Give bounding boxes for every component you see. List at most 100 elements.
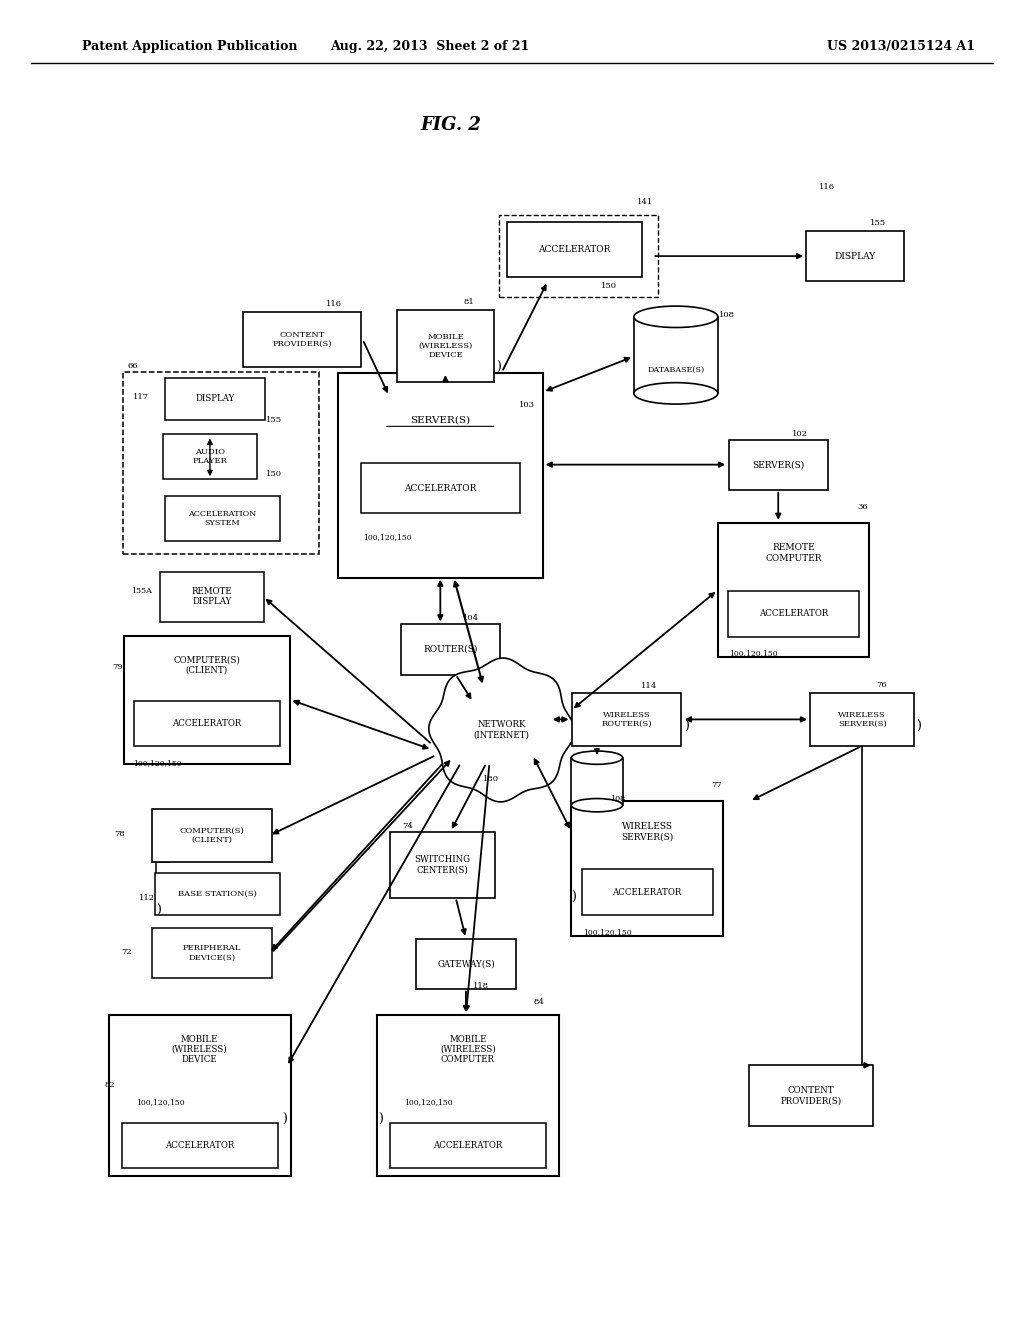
Text: ACCELERATOR: ACCELERATOR [404,484,476,492]
Text: 150: 150 [601,282,617,290]
Text: MOBILE
(WIRELESS)
DEVICE: MOBILE (WIRELESS) DEVICE [172,1035,227,1064]
Text: ): ) [283,1113,287,1126]
Ellipse shape [634,306,718,327]
Text: 155: 155 [870,219,887,227]
Text: ROUTER(S): ROUTER(S) [423,645,478,653]
Text: ACCELERATION
SYSTEM: ACCELERATION SYSTEM [188,510,256,528]
Text: Aug. 22, 2013  Sheet 2 of 21: Aug. 22, 2013 Sheet 2 of 21 [331,40,529,53]
Text: 141: 141 [637,198,653,206]
FancyBboxPatch shape [499,215,657,297]
FancyBboxPatch shape [377,1015,559,1176]
Text: 72: 72 [121,948,131,956]
Text: 100,120,150: 100,120,150 [136,1098,184,1106]
FancyBboxPatch shape [134,701,280,746]
Text: 66: 66 [128,362,138,370]
FancyBboxPatch shape [163,434,257,479]
Text: BASE STATION(S): BASE STATION(S) [177,890,257,898]
FancyBboxPatch shape [165,378,264,420]
Text: SERVER(S): SERVER(S) [411,416,470,424]
Text: 155: 155 [266,416,283,424]
FancyBboxPatch shape [416,939,516,989]
Text: ): ) [916,719,921,733]
Text: 116: 116 [326,300,342,308]
FancyBboxPatch shape [571,758,623,805]
Polygon shape [429,659,574,801]
Text: DATABASE(S): DATABASE(S) [647,366,705,374]
FancyBboxPatch shape [582,869,713,916]
Text: ACCELERATOR: ACCELERATOR [172,719,242,727]
FancyBboxPatch shape [728,590,859,636]
Text: 82: 82 [104,1081,115,1089]
Text: ACCELERATOR: ACCELERATOR [433,1142,503,1150]
Text: ): ) [157,904,161,917]
FancyBboxPatch shape [729,440,827,490]
Text: REMOTE
COMPUTER: REMOTE COMPUTER [765,544,822,562]
Text: 117: 117 [133,393,150,401]
Text: ACCELERATOR: ACCELERATOR [539,246,610,253]
Text: CONTENT
PROVIDER(S): CONTENT PROVIDER(S) [780,1086,842,1105]
FancyBboxPatch shape [123,372,319,554]
Text: WIRELESS
SERVER(S): WIRELESS SERVER(S) [621,822,674,841]
Text: AUDIO
PLAYER: AUDIO PLAYER [193,447,227,466]
Text: MOBILE
(WIRELESS)
COMPUTER: MOBILE (WIRELESS) COMPUTER [440,1035,496,1064]
FancyBboxPatch shape [571,801,723,936]
Text: 180: 180 [483,775,500,783]
Text: 74: 74 [402,822,414,830]
FancyBboxPatch shape [401,624,501,675]
Text: MOBILE
(WIRELESS)
DEVICE: MOBILE (WIRELESS) DEVICE [419,333,472,359]
Text: SERVER(S): SERVER(S) [752,461,805,469]
FancyBboxPatch shape [152,809,272,862]
Text: 100,120,150: 100,120,150 [364,533,412,541]
Text: WIRELESS
SERVER(S): WIRELESS SERVER(S) [838,710,887,729]
Text: 100,120,150: 100,120,150 [404,1098,453,1106]
FancyBboxPatch shape [634,317,718,393]
FancyBboxPatch shape [807,231,903,281]
FancyBboxPatch shape [165,496,280,541]
Text: CONTENT
PROVIDER(S): CONTENT PROVIDER(S) [272,330,332,348]
Text: Patent Application Publication: Patent Application Publication [82,40,297,53]
Text: 102: 102 [792,430,808,438]
FancyBboxPatch shape [749,1065,873,1126]
Text: GATEWAY(S): GATEWAY(S) [437,960,495,968]
Text: ): ) [571,891,575,904]
Text: 76: 76 [877,681,887,689]
FancyBboxPatch shape [571,693,682,746]
Text: 78: 78 [115,830,125,838]
Text: ): ) [379,1113,383,1126]
FancyBboxPatch shape [122,1123,278,1168]
Text: ACCELERATOR: ACCELERATOR [759,610,828,618]
Text: 108: 108 [719,312,735,319]
FancyBboxPatch shape [397,309,495,383]
Ellipse shape [571,751,623,764]
Ellipse shape [634,383,718,404]
Text: DISPLAY: DISPLAY [835,252,876,260]
Text: 116: 116 [819,183,836,191]
Text: 104: 104 [463,614,479,622]
Text: US 2013/0215124 A1: US 2013/0215124 A1 [827,40,975,53]
Text: COMPUTER(S)
(CLIENT): COMPUTER(S) (CLIENT) [173,656,241,675]
Text: 100,120,150: 100,120,150 [583,928,631,936]
Text: ACCELERATOR: ACCELERATOR [612,888,682,896]
FancyBboxPatch shape [390,1123,546,1168]
Text: ACCELERATOR: ACCELERATOR [165,1142,234,1150]
FancyBboxPatch shape [338,372,543,578]
Text: DISPLAY: DISPLAY [196,395,234,403]
Text: 77: 77 [712,781,722,789]
FancyBboxPatch shape [390,832,495,898]
Text: ): ) [684,719,688,733]
Text: COMPUTER(S)
(CLIENT): COMPUTER(S) (CLIENT) [179,826,245,845]
Text: 100,120,150: 100,120,150 [729,649,777,657]
FancyBboxPatch shape [124,636,290,763]
Text: NETWORK
(INTERNET): NETWORK (INTERNET) [474,721,529,739]
FancyBboxPatch shape [155,873,280,915]
Text: 103: 103 [519,401,536,409]
FancyBboxPatch shape [718,523,869,657]
FancyBboxPatch shape [507,222,642,277]
FancyBboxPatch shape [160,572,264,622]
Text: ): ) [497,360,501,374]
FancyBboxPatch shape [152,928,272,978]
Ellipse shape [571,799,623,812]
Text: PERIPHERAL
DEVICE(S): PERIPHERAL DEVICE(S) [182,944,242,962]
Text: 100,120,150: 100,120,150 [133,759,181,767]
Text: 114: 114 [641,682,657,690]
